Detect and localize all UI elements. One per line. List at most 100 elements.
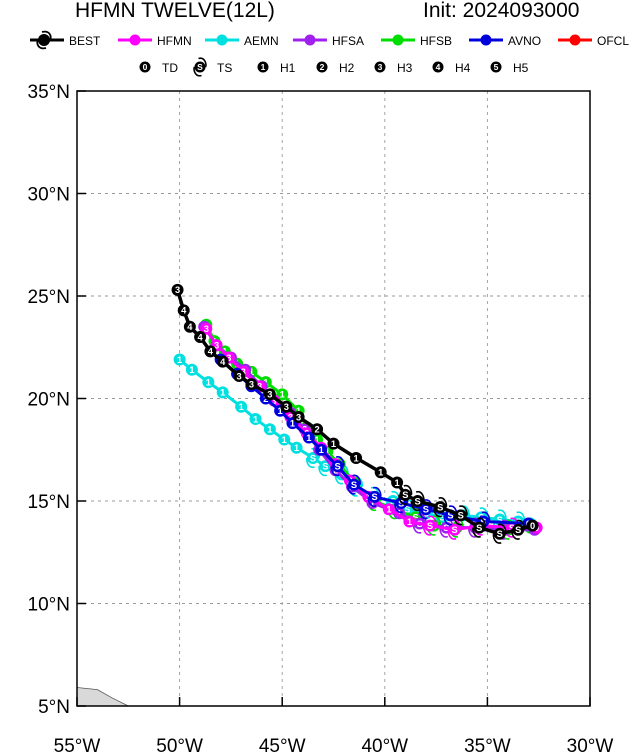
storm-arm-bottom: [453, 514, 463, 526]
track-line: [175, 289, 533, 536]
symbol-disc: [490, 61, 502, 73]
symbol-text: 1: [407, 517, 412, 527]
intensity-item-h1: 1 H1: [257, 61, 296, 75]
storm-arm-top: [415, 490, 425, 502]
symbol-text: 3: [226, 353, 231, 363]
symbol-text: 1: [331, 439, 336, 449]
symbol-text: S: [335, 461, 341, 471]
symbol-text: 4: [220, 357, 226, 367]
symbol-text: S: [451, 525, 457, 535]
x-tick-label: 30°W: [567, 736, 614, 755]
track-aemn: 0SSSSSSSSSSSSS111111111: [173, 353, 537, 532]
y-axis: 5°N 10°N 15°N 20°N 25°N 30°N 35°N: [28, 82, 86, 718]
symbol-disc: [245, 378, 258, 391]
track-point: 1: [315, 443, 328, 456]
intensity-symbol: 0: [139, 61, 151, 73]
legend-marker: [38, 34, 50, 46]
symbol-text: S: [402, 490, 408, 500]
intensity-symbol: 2: [316, 61, 328, 73]
storm-arm-top: [516, 519, 526, 531]
intensity-symbol: 5: [490, 61, 502, 73]
legend-label: HFSB: [420, 34, 452, 48]
storm-arm-top: [497, 523, 507, 535]
symbol-text: 5: [494, 62, 499, 72]
symbol-text: 1: [206, 377, 211, 387]
legend-label: AEMN: [244, 34, 279, 48]
init-time: Init: 2024093000: [423, 0, 579, 22]
intensity-label: TD: [162, 61, 178, 75]
symbol-text: 3: [214, 341, 219, 351]
symbol-text: 1: [325, 447, 330, 457]
storm-arm-top: [372, 486, 382, 498]
legend-marker: [304, 34, 316, 46]
symbol-disc: [315, 443, 328, 456]
track-point: 1: [350, 451, 363, 464]
symbol-disc: [263, 423, 276, 436]
symbol-disc: [204, 345, 217, 358]
symbol-disc: [316, 61, 328, 73]
symbol-text: 1: [290, 418, 295, 428]
symbol-text: 3: [175, 285, 180, 295]
symbol-text: 1: [177, 355, 182, 365]
track-point: 1: [302, 431, 315, 444]
symbol-disc: [448, 523, 461, 536]
symbol-disc: [327, 437, 340, 450]
symbol-text: 3: [288, 412, 293, 422]
symbol-text: S: [447, 511, 453, 521]
symbol-disc: [278, 433, 291, 446]
symbol-text: 1: [378, 468, 383, 478]
legend-item-avno: AVNO: [469, 34, 541, 48]
track-point: S: [305, 447, 321, 469]
symbol-text: S: [322, 461, 328, 471]
legend-item-hfsb: HFSB: [381, 34, 452, 48]
symbol-disc: [292, 410, 305, 423]
symbol-text: 4: [436, 62, 441, 72]
symbol-text: S: [404, 505, 410, 515]
symbol-text: S: [310, 453, 316, 463]
symbol-disc: [249, 413, 262, 425]
symbol-disc: [311, 423, 324, 436]
symbol-disc: [411, 495, 424, 507]
chart-title: HFMN TWELVE(12L): [75, 0, 275, 22]
symbol-text: 2: [263, 394, 268, 404]
symbol-text: S: [509, 523, 515, 533]
symbol-text: 1: [261, 62, 266, 72]
symbol-disc: [423, 519, 436, 532]
intensity-legend: 0 TD S TS 1 H1 2 H2 3 H3 4 H4 5 H5: [139, 57, 529, 77]
track-point: 1: [276, 388, 289, 401]
track-point: 1: [403, 515, 416, 528]
symbol-disc: [139, 61, 151, 73]
storm-arm-top: [198, 57, 207, 68]
track-point: S: [330, 456, 345, 477]
symbol-text: S: [497, 529, 503, 539]
symbol-text: 1: [239, 402, 244, 412]
track-point: 1: [327, 437, 340, 450]
symbol-text: 3: [237, 371, 242, 381]
symbol-disc: [194, 331, 207, 343]
symbol-text: 1: [282, 435, 287, 445]
symbol-text: S: [427, 521, 433, 531]
symbol-text: 1: [267, 425, 272, 435]
track-point: S: [433, 497, 448, 518]
track-point: 1: [216, 386, 229, 399]
symbol-text: 1: [189, 365, 194, 375]
track-point: 1: [202, 376, 215, 389]
symbol-text: 4: [187, 322, 193, 332]
track-point: S: [453, 505, 468, 526]
storm-arm-bottom: [443, 514, 453, 526]
symbol-disc: [374, 61, 386, 73]
symbol-text: 4: [181, 306, 187, 316]
y-tick-label: 25°N: [28, 287, 70, 308]
grid-lines: [77, 91, 590, 706]
storm-arm-top: [335, 456, 345, 467]
symbol-text: 1: [395, 478, 400, 488]
legend-label: AVNO: [508, 34, 541, 48]
symbol-text: S: [415, 496, 421, 506]
legend-marker: [216, 34, 228, 46]
track-point: S: [346, 474, 362, 495]
track-point: 0: [526, 519, 539, 532]
symbol-text: 1: [370, 498, 375, 508]
storm-arm-bottom: [433, 506, 442, 518]
symbol-disc: [202, 376, 215, 389]
symbol-text: 1: [386, 505, 391, 515]
